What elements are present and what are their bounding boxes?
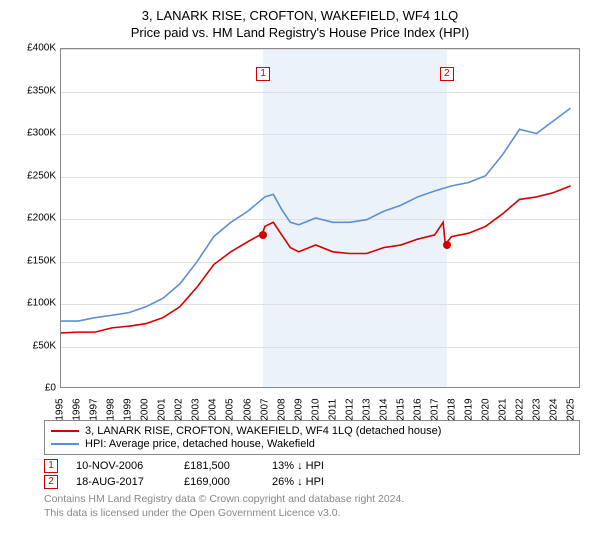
y-tick-label: £100K (27, 298, 56, 309)
x-tick-label: 2025 (566, 398, 577, 420)
x-tick-label: 2014 (378, 398, 389, 420)
y-tick-label: £300K (27, 128, 56, 139)
event-row-2: 2 18-AUG-2017 £169,000 26% ↓ HPI (44, 475, 580, 489)
x-tick-label: 2016 (413, 398, 424, 420)
series-line-hpi (61, 108, 571, 321)
sale-dot-2 (443, 241, 451, 249)
event-row-1: 1 10-NOV-2006 £181,500 13% ↓ HPI (44, 459, 580, 473)
x-tick-label: 2023 (532, 398, 543, 420)
x-tick-label: 2008 (276, 398, 287, 420)
x-tick-label: 2010 (310, 398, 321, 420)
series-line-price_paid (61, 186, 571, 333)
sale-marker-1: 1 (256, 67, 270, 81)
x-tick-label: 2009 (293, 398, 304, 420)
events-table: 1 10-NOV-2006 £181,500 13% ↓ HPI 2 18-AU… (44, 459, 580, 489)
legend: 3, LANARK RISE, CROFTON, WAKEFIELD, WF4 … (44, 420, 580, 455)
legend-label-2: HPI: Average price, detached house, Wake… (85, 438, 315, 450)
title-line-2: Price paid vs. HM Land Registry's House … (10, 25, 590, 40)
y-tick-label: £250K (27, 170, 56, 181)
x-tick-label: 2012 (344, 398, 355, 420)
x-tick-label: 1997 (89, 398, 100, 420)
x-tick-label: 2003 (191, 398, 202, 420)
event-delta-2: 26% ↓ HPI (272, 476, 362, 488)
x-tick-label: 2020 (481, 398, 492, 420)
event-date-1: 10-NOV-2006 (76, 460, 166, 472)
x-tick-label: 1999 (123, 398, 134, 420)
legend-swatch-2 (51, 443, 79, 445)
x-tick-label: 2002 (174, 398, 185, 420)
event-date-2: 18-AUG-2017 (76, 476, 166, 488)
sale-marker-2: 2 (440, 67, 454, 81)
x-tick-label: 2001 (157, 398, 168, 420)
x-tick-label: 2015 (395, 398, 406, 420)
chart-lines-svg (61, 49, 579, 387)
x-tick-label: 2006 (242, 398, 253, 420)
event-price-2: £169,000 (184, 476, 254, 488)
footer: Contains HM Land Registry data © Crown c… (44, 493, 580, 520)
legend-swatch-1 (51, 430, 79, 432)
y-tick-label: £150K (27, 255, 56, 266)
x-tick-label: 2019 (464, 398, 475, 420)
x-tick-label: 2022 (515, 398, 526, 420)
x-tick-label: 2017 (430, 398, 441, 420)
x-tick-label: 2013 (361, 398, 372, 420)
x-tick-label: 2005 (225, 398, 236, 420)
legend-label-1: 3, LANARK RISE, CROFTON, WAKEFIELD, WF4 … (85, 425, 441, 437)
x-tick-label: 1995 (55, 398, 66, 420)
y-tick-label: £50K (33, 340, 56, 351)
chart-area: £0£50K£100K£150K£200K£250K£300K£350K£400… (20, 48, 580, 418)
y-tick-label: £0 (45, 383, 56, 394)
sale-dot-1 (259, 231, 267, 239)
event-marker-1: 1 (44, 459, 58, 473)
footer-line-1: Contains HM Land Registry data © Crown c… (44, 493, 580, 507)
plot-region: 12 (60, 48, 580, 388)
x-tick-label: 1998 (106, 398, 117, 420)
root: 3, LANARK RISE, CROFTON, WAKEFIELD, WF4 … (0, 0, 600, 560)
event-marker-2: 2 (44, 475, 58, 489)
x-tick-label: 2021 (498, 398, 509, 420)
title-line-1: 3, LANARK RISE, CROFTON, WAKEFIELD, WF4 … (10, 8, 590, 23)
y-tick-label: £200K (27, 213, 56, 224)
x-tick-label: 2004 (208, 398, 219, 420)
legend-row-price-paid: 3, LANARK RISE, CROFTON, WAKEFIELD, WF4 … (51, 425, 573, 437)
event-price-1: £181,500 (184, 460, 254, 472)
x-tick-label: 2000 (140, 398, 151, 420)
event-delta-1: 13% ↓ HPI (272, 460, 362, 472)
x-tick-label: 1996 (72, 398, 83, 420)
x-tick-label: 2011 (327, 399, 338, 421)
x-tick-label: 2007 (259, 398, 270, 420)
x-tick-label: 2024 (549, 398, 560, 420)
x-tick-label: 2018 (447, 398, 458, 420)
y-tick-label: £350K (27, 85, 56, 96)
y-tick-label: £400K (27, 43, 56, 54)
legend-row-hpi: HPI: Average price, detached house, Wake… (51, 438, 573, 450)
footer-line-2: This data is licensed under the Open Gov… (44, 507, 580, 521)
